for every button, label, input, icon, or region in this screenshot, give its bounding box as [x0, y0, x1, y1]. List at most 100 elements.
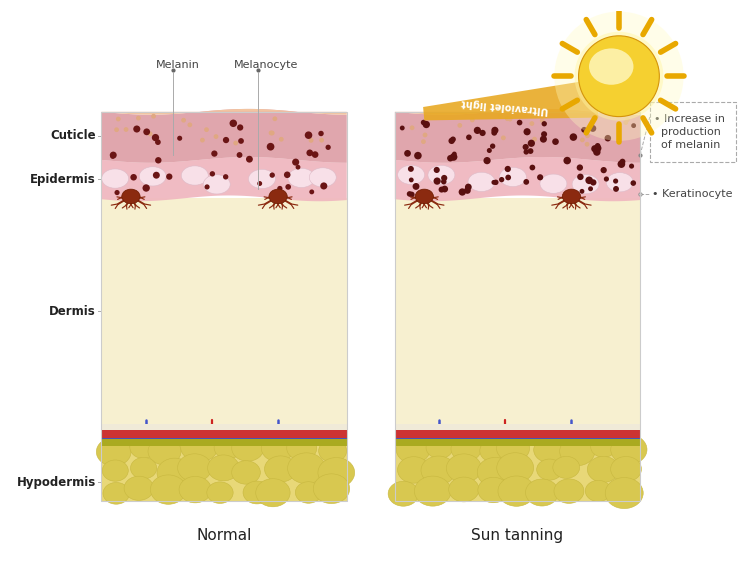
Polygon shape: [423, 79, 599, 121]
Polygon shape: [395, 198, 640, 424]
Circle shape: [569, 134, 577, 141]
Ellipse shape: [124, 476, 154, 500]
Polygon shape: [395, 439, 640, 501]
Circle shape: [143, 185, 150, 192]
Circle shape: [155, 139, 161, 145]
Circle shape: [177, 136, 182, 141]
Ellipse shape: [477, 457, 513, 487]
Circle shape: [151, 114, 156, 119]
Circle shape: [474, 127, 481, 134]
Circle shape: [501, 135, 506, 140]
Ellipse shape: [314, 474, 350, 504]
Ellipse shape: [449, 477, 479, 502]
Polygon shape: [395, 430, 640, 438]
Ellipse shape: [148, 438, 181, 465]
Ellipse shape: [139, 167, 166, 186]
Circle shape: [152, 134, 159, 142]
Circle shape: [211, 151, 217, 157]
Ellipse shape: [102, 169, 129, 188]
Text: Melanocyte: Melanocyte: [234, 61, 299, 70]
Circle shape: [136, 115, 141, 121]
Ellipse shape: [265, 456, 296, 482]
Ellipse shape: [179, 477, 211, 503]
Ellipse shape: [540, 174, 567, 194]
Circle shape: [246, 156, 253, 162]
Circle shape: [492, 130, 497, 136]
Circle shape: [588, 186, 593, 191]
Circle shape: [269, 173, 275, 178]
Polygon shape: [102, 439, 347, 445]
Circle shape: [532, 137, 537, 142]
Polygon shape: [102, 424, 347, 430]
Ellipse shape: [478, 477, 509, 503]
Circle shape: [464, 187, 470, 194]
Circle shape: [523, 179, 529, 185]
Ellipse shape: [97, 438, 131, 466]
Circle shape: [505, 175, 511, 181]
Circle shape: [210, 171, 215, 177]
Circle shape: [441, 179, 446, 185]
Circle shape: [204, 185, 210, 190]
Text: Epidermis: Epidermis: [30, 173, 96, 186]
Circle shape: [181, 118, 186, 123]
Circle shape: [542, 121, 547, 126]
Polygon shape: [395, 439, 640, 445]
Ellipse shape: [249, 169, 275, 188]
Ellipse shape: [415, 189, 434, 204]
Ellipse shape: [319, 439, 347, 462]
Circle shape: [458, 188, 466, 196]
Circle shape: [272, 117, 277, 121]
Ellipse shape: [537, 459, 562, 480]
Circle shape: [270, 131, 274, 135]
Text: Sun tanning: Sun tanning: [471, 528, 563, 543]
Ellipse shape: [611, 435, 647, 464]
Circle shape: [594, 145, 601, 151]
Circle shape: [406, 191, 412, 197]
Circle shape: [309, 190, 314, 194]
Circle shape: [110, 152, 117, 158]
Circle shape: [458, 123, 462, 128]
Circle shape: [465, 183, 472, 190]
Circle shape: [604, 177, 609, 182]
Circle shape: [585, 177, 593, 184]
Circle shape: [409, 125, 415, 130]
Polygon shape: [102, 109, 347, 115]
Circle shape: [423, 132, 428, 138]
Ellipse shape: [180, 431, 218, 462]
Circle shape: [233, 140, 238, 145]
Circle shape: [305, 131, 312, 139]
Circle shape: [423, 121, 430, 128]
Circle shape: [143, 128, 150, 135]
Circle shape: [306, 149, 313, 156]
Circle shape: [153, 171, 160, 179]
Ellipse shape: [446, 454, 481, 483]
Circle shape: [447, 155, 454, 161]
Circle shape: [237, 152, 243, 158]
Ellipse shape: [397, 165, 425, 185]
Circle shape: [580, 138, 585, 142]
Circle shape: [115, 190, 120, 195]
Circle shape: [470, 118, 475, 122]
Circle shape: [452, 152, 457, 156]
Ellipse shape: [103, 482, 130, 504]
Polygon shape: [102, 198, 347, 424]
Circle shape: [312, 151, 318, 158]
Circle shape: [404, 150, 411, 157]
Ellipse shape: [572, 174, 599, 194]
Ellipse shape: [397, 457, 430, 483]
Circle shape: [630, 181, 636, 186]
Circle shape: [528, 148, 533, 154]
Circle shape: [441, 186, 448, 192]
Circle shape: [409, 178, 414, 182]
Ellipse shape: [497, 435, 529, 462]
Polygon shape: [395, 109, 640, 163]
Ellipse shape: [480, 440, 507, 462]
Ellipse shape: [256, 479, 290, 507]
Ellipse shape: [130, 457, 157, 479]
Circle shape: [200, 138, 205, 143]
Ellipse shape: [150, 475, 186, 504]
Circle shape: [505, 116, 510, 121]
Circle shape: [434, 167, 440, 173]
Ellipse shape: [309, 168, 336, 187]
Circle shape: [257, 181, 262, 186]
